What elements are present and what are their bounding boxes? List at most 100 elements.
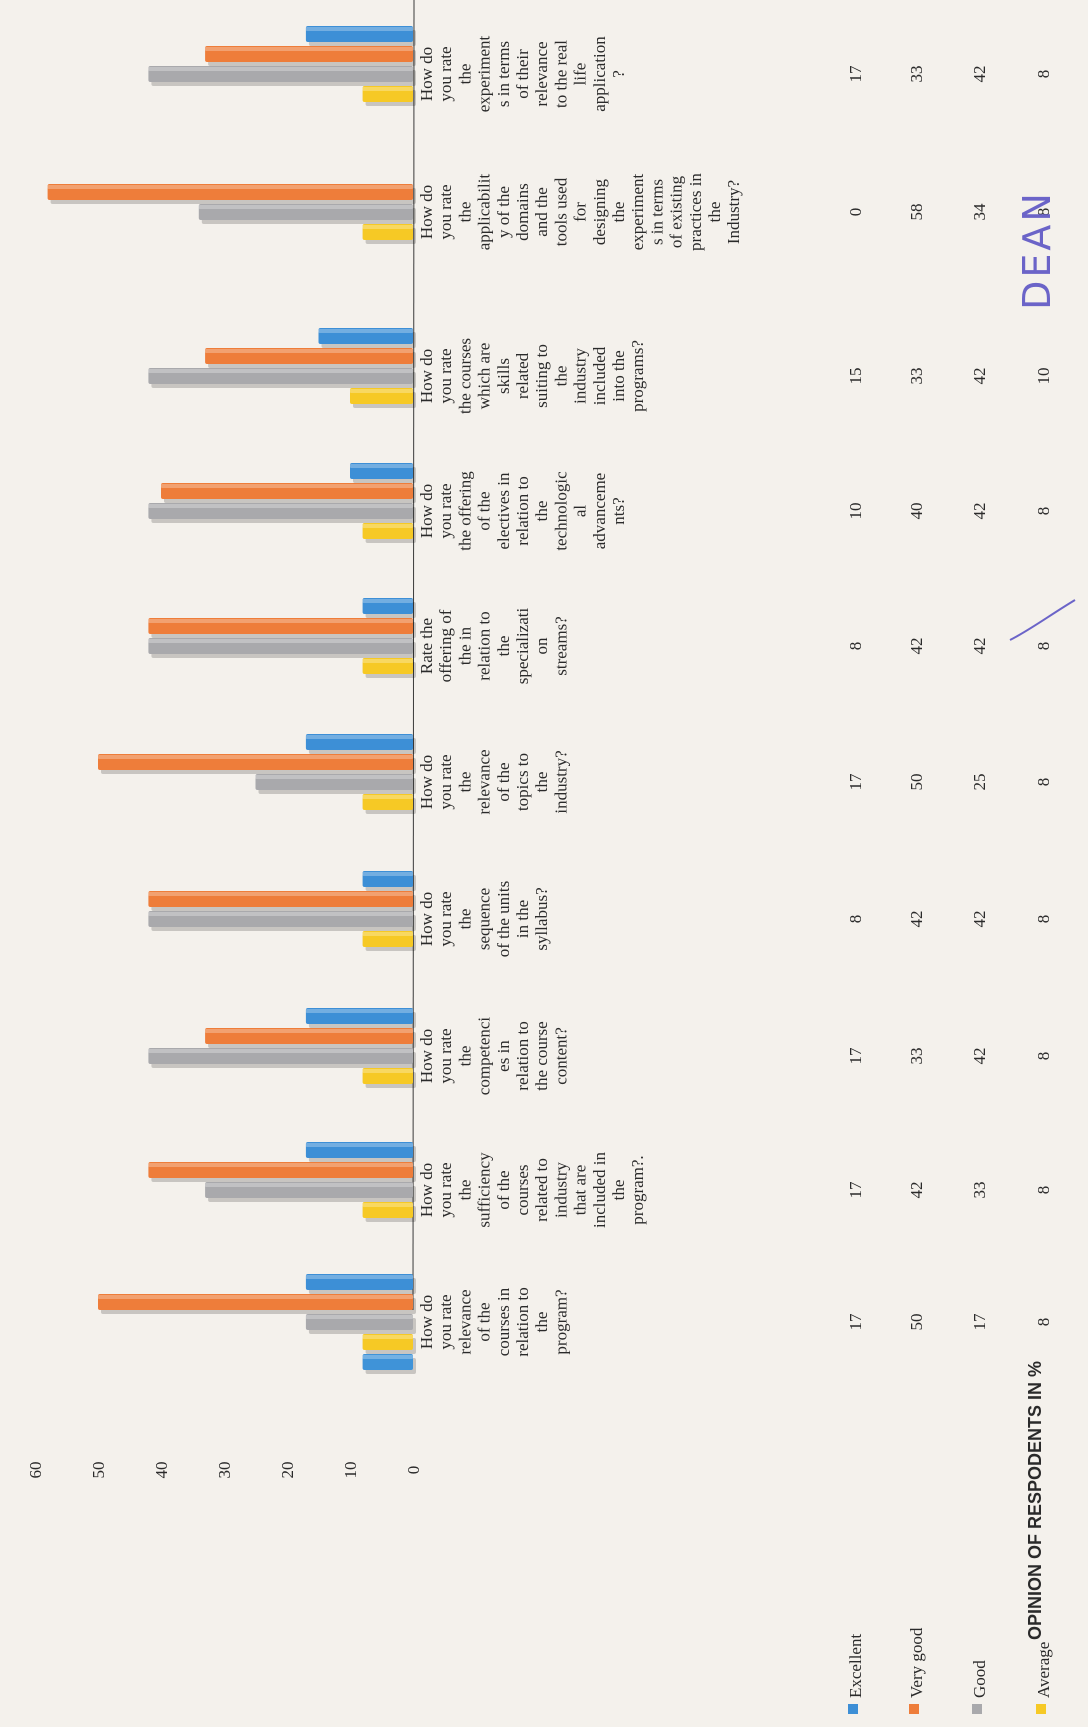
bar-average-6 <box>362 523 413 539</box>
bar-highlight-6-3 <box>362 524 413 528</box>
category-label-7-line-7: the <box>551 366 570 387</box>
category-label-9-line-8: life <box>571 63 590 86</box>
bar-good-5 <box>148 638 413 654</box>
legend-swatch-3 <box>1036 1704 1046 1714</box>
bar-highlight-1-1 <box>148 1163 413 1167</box>
bar-highlight-3-0 <box>362 872 413 876</box>
table-value-9-2: 42 <box>970 66 989 83</box>
category-label-6-line-9: advanceme <box>590 473 609 549</box>
bar-average-5 <box>362 658 413 674</box>
table-value-0-0: 17 <box>846 1313 865 1331</box>
category-label-1-line-10: the <box>609 1180 628 1201</box>
category-label-9-line-5: of their <box>513 49 532 99</box>
category-label-0-line-3: of the <box>475 1302 494 1341</box>
bar-average-2 <box>362 1068 413 1084</box>
y-tick-label-10: 10 <box>341 1462 360 1479</box>
category-label-3-line-3: sequence <box>475 888 494 950</box>
table-value-0-2: 17 <box>970 1313 989 1331</box>
category-label-0-line-4: courses in <box>494 1287 513 1356</box>
bar-highlight-9-2 <box>148 67 413 71</box>
legend-label-3: Average <box>1034 1642 1053 1698</box>
category-label-9-line-2: the <box>455 64 474 85</box>
category-label-1-line-9: included in <box>590 1151 609 1228</box>
category-label-6-line-1: you rate <box>436 483 455 538</box>
table-value-5-3: 8 <box>1034 642 1053 651</box>
category-label-5-line-1: offering of <box>436 609 455 682</box>
bar-good-2 <box>148 1048 413 1064</box>
bar-excellent-5 <box>362 598 413 614</box>
y-tick-label-40: 40 <box>152 1462 171 1479</box>
table-value-8-2: 34 <box>970 203 989 221</box>
category-label-9-line-7: to the real <box>551 40 570 108</box>
category-label-7-line-6: suiting to <box>532 344 551 408</box>
table-value-4-3: 8 <box>1034 778 1053 787</box>
bar-very-good-4 <box>98 754 413 770</box>
legend-swatch-0 <box>848 1704 858 1714</box>
category-label-8-line-0: How do <box>417 185 436 239</box>
bar-excellent-6 <box>350 463 413 479</box>
category-label-7-line-2: the courses <box>455 338 474 414</box>
bar-average-8 <box>362 224 413 240</box>
table-value-8-3: 8 <box>1034 208 1053 217</box>
table-value-9-0: 17 <box>846 65 865 83</box>
category-label-8-line-13: of existing <box>667 175 686 248</box>
bar-highlight-7-3 <box>350 389 413 393</box>
handwritten-stroke <box>1009 599 1076 641</box>
bar-average-4 <box>362 794 413 810</box>
bar-excellent-4 <box>305 734 413 750</box>
category-label-6-line-10: nts? <box>609 497 628 524</box>
category-label-2-line-6: the course <box>532 1021 551 1090</box>
category-label-5-line-5: specializati <box>513 607 532 684</box>
category-label-1-line-3: sufficiency <box>475 1152 494 1228</box>
bar-good-3 <box>148 911 413 927</box>
category-label-0-line-0: How do <box>417 1295 436 1349</box>
category-label-8-line-14: practices in <box>686 173 705 251</box>
bar-highlight-6-2 <box>148 504 413 508</box>
category-label-8-line-4: y of the <box>494 186 513 238</box>
table-value-4-2: 25 <box>970 774 989 791</box>
category-label-7-line-9: included <box>590 346 609 405</box>
bar-highlight-2-3 <box>362 1069 413 1073</box>
category-label-8-line-3: applicabilit <box>475 173 494 250</box>
bar-highlight-0-4 <box>362 1355 413 1359</box>
category-label-0-line-1: you rate <box>436 1294 455 1349</box>
bar-excellent-7 <box>318 328 413 344</box>
category-label-3-line-2: the <box>455 909 474 930</box>
category-label-9-line-4: s in terms <box>494 41 513 107</box>
bar-highlight-1-0 <box>305 1143 413 1147</box>
category-label-4-line-6: the <box>532 772 551 793</box>
bar-highlight-9-0 <box>305 27 413 31</box>
table-value-5-2: 42 <box>970 638 989 655</box>
table-value-7-0: 15 <box>846 368 865 385</box>
category-label-1-line-11: program?. <box>628 1155 647 1224</box>
category-label-4-line-5: topics to <box>513 753 532 811</box>
table-value-2-3: 8 <box>1034 1052 1053 1061</box>
bar-average-7 <box>350 388 413 404</box>
category-label-2-line-3: competenci <box>475 1017 494 1096</box>
table-value-2-0: 17 <box>846 1047 865 1065</box>
table-value-1-0: 17 <box>846 1181 865 1199</box>
category-label-4-line-2: the <box>455 772 474 793</box>
category-label-2-line-1: you rate <box>436 1028 455 1083</box>
category-label-6-line-3: of the <box>475 491 494 530</box>
table-value-4-1: 50 <box>907 774 926 791</box>
category-label-5-line-6: on <box>532 637 551 655</box>
table-value-3-0: 8 <box>846 915 865 924</box>
category-label-1-line-2: the <box>455 1180 474 1201</box>
handwritten-annotation: DEAN <box>1015 190 1059 310</box>
table-value-9-3: 8 <box>1034 70 1053 79</box>
bar-good-4 <box>255 774 413 790</box>
category-label-4-line-7: industry? <box>551 750 570 813</box>
bar-highlight-0-2 <box>305 1315 413 1319</box>
category-label-6-line-6: the <box>532 501 551 522</box>
y-tick-label-50: 50 <box>89 1462 108 1479</box>
category-label-9-line-0: How do <box>417 47 436 101</box>
category-label-7-line-10: into the <box>609 350 628 401</box>
category-label-6-line-5: relation to <box>513 476 532 545</box>
table-value-7-1: 33 <box>907 368 926 385</box>
bar-excellent-3 <box>362 871 413 887</box>
category-label-2-line-2: the <box>455 1046 474 1067</box>
category-label-6-line-4: electives in <box>494 472 513 549</box>
bar-highlight-7-1 <box>205 349 413 353</box>
